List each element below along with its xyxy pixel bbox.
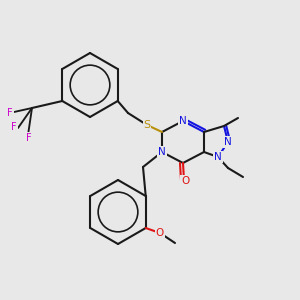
Text: O: O (156, 228, 164, 238)
Text: N: N (214, 152, 222, 162)
Text: N: N (224, 137, 232, 147)
Text: O: O (181, 176, 189, 186)
Text: N: N (179, 116, 187, 126)
Text: F: F (26, 133, 32, 143)
Text: F: F (11, 122, 17, 132)
Text: S: S (143, 120, 151, 130)
Text: F: F (7, 108, 13, 118)
Text: N: N (158, 147, 166, 157)
